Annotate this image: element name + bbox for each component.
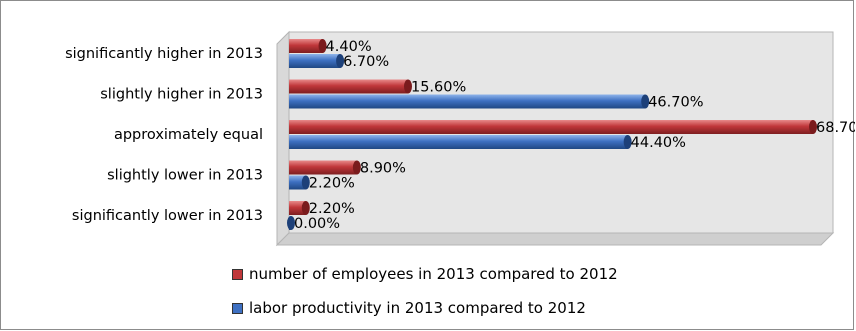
category-label: significantly lower in 2013 [72,208,263,224]
bar [289,120,813,134]
category-axis-labels: significantly higher in 2013 slightly hig… [65,46,263,224]
data-label: 68.70% [816,120,855,136]
category-label: significantly higher in 2013 [65,46,263,62]
bar-cap [352,160,361,175]
data-label: 15.60% [411,80,466,96]
bar-cap [336,54,345,68]
bar-cap [301,201,310,215]
bar-cap [287,216,295,230]
category-label: slightly lower in 2013 [107,168,263,184]
bar [289,54,341,68]
plot-side-wall [276,30,290,247]
data-labels: 4.40%6.70% 15.60% 46.70% 68.70% 44.40% 8.90% 2… [294,39,855,232]
data-label: 46.70% [648,95,703,111]
legend-item-productivity: labor productivity in 2013 compared to 2… [232,297,618,319]
bar-cap [809,120,817,134]
legend-swatch-employees [232,268,243,280]
bar [289,94,646,109]
bar [289,39,323,53]
category-label: approximately equal [114,127,263,143]
category-label: slightly higher in 2013 [100,87,263,103]
legend-swatch-productivity [232,302,243,314]
data-label: 6.70% [343,54,389,70]
data-label: 2.20% [309,201,355,217]
bar [289,79,408,94]
bar-cap [403,79,412,94]
bar-cap [301,175,310,190]
bar-chart: significantly higher in 2013 slightly hig… [65,30,855,247]
bar [289,160,357,175]
data-label: 44.40% [631,135,686,151]
bar-cap [641,94,650,109]
bar-cap [623,135,632,149]
data-label: 2.20% [309,176,355,192]
legend-label-employees: number of employees in 2013 compared to … [249,265,618,283]
legend-label-productivity: labor productivity in 2013 compared to 2… [249,299,586,317]
plot-floor [275,232,835,246]
bar [289,201,306,215]
bars [287,39,817,230]
legend-item-employees: number of employees in 2013 compared to … [232,263,618,285]
data-label: 4.40% [326,39,372,55]
data-label: 8.90% [360,161,406,177]
data-label: 0.00% [294,216,340,232]
legend: number of employees in 2013 compared to … [232,263,618,331]
bar [289,135,628,149]
bar [289,175,306,190]
bar-cap [318,39,327,53]
